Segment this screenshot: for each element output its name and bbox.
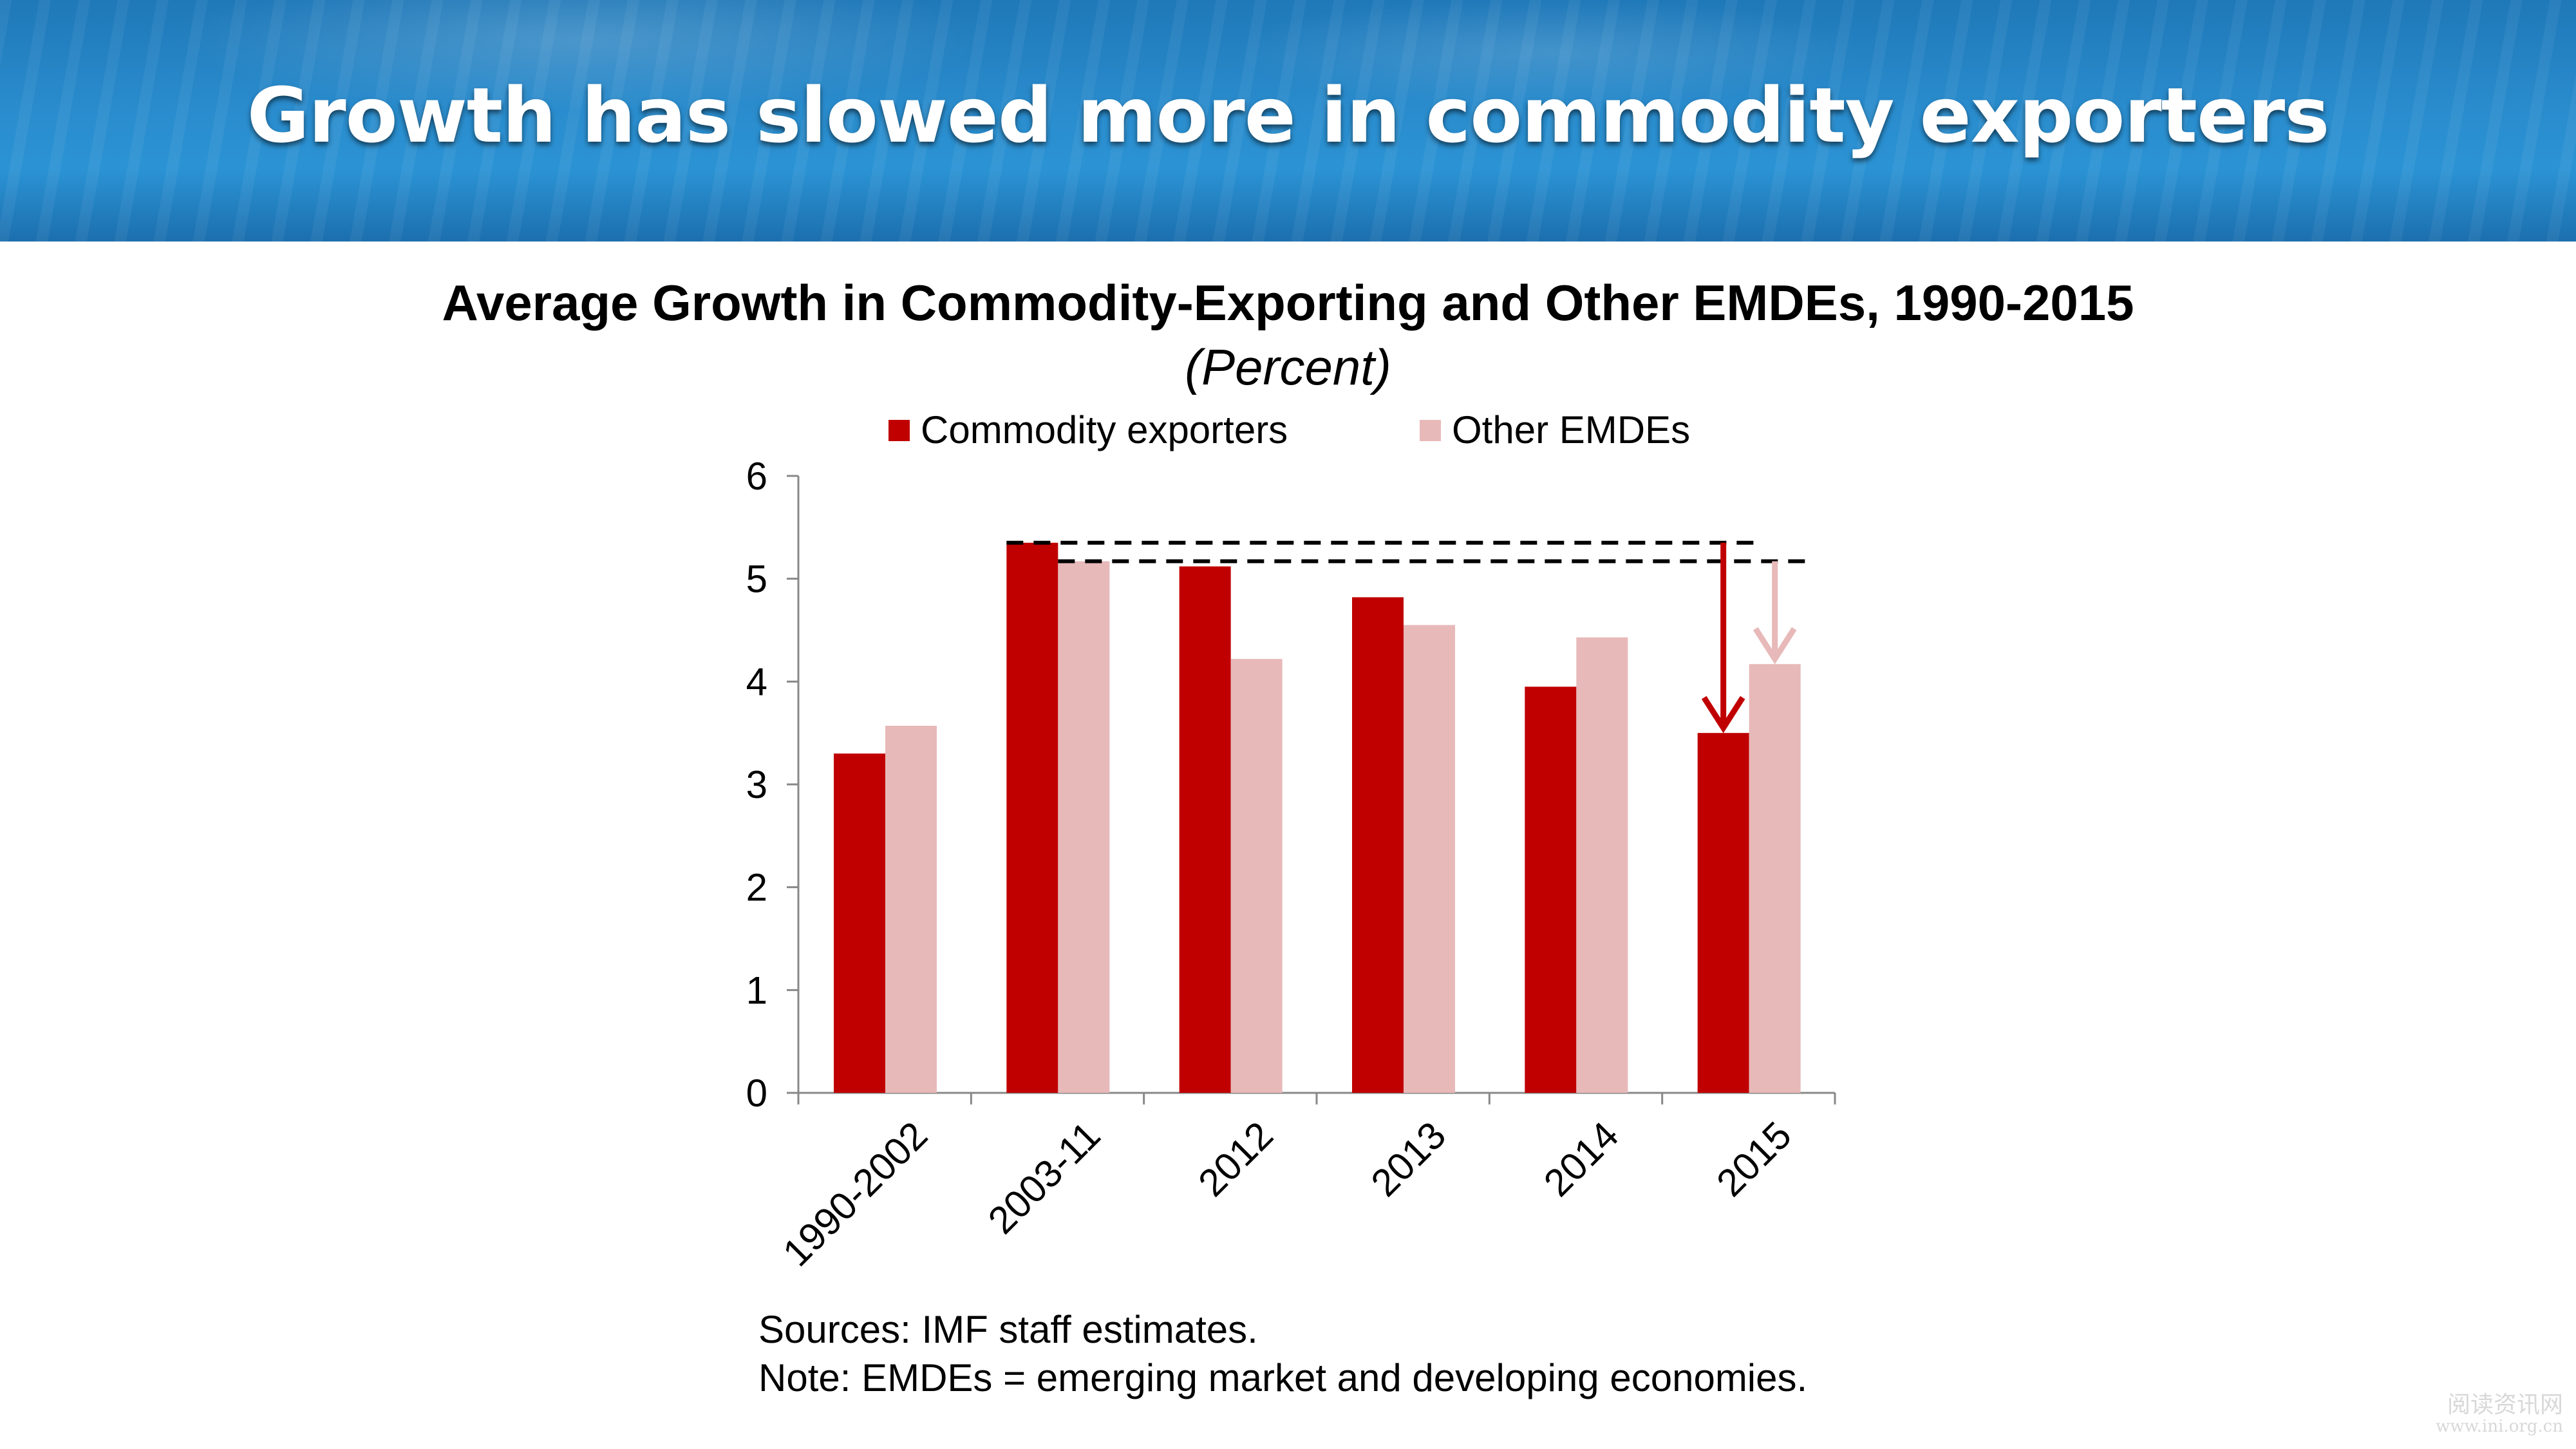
y-tick-label: 6: [746, 455, 767, 498]
chart-title: Average Growth in Commodity-Exporting an…: [442, 274, 2134, 331]
bar-commodity-exporters-2013: [1352, 597, 1404, 1093]
y-tick-label: 5: [746, 558, 767, 601]
legend-label: Commodity exporters: [921, 408, 1288, 451]
title-banner: Growth has slowed more in commodity expo…: [0, 0, 2576, 242]
x-tick-label: 2012: [1190, 1113, 1281, 1205]
x-tick-label: 2003-11: [980, 1113, 1109, 1242]
legend-label: Other EMDEs: [1452, 408, 1690, 451]
bar-other-emdes-1990-2002: [885, 725, 937, 1093]
x-tick-label: 2014: [1536, 1113, 1627, 1205]
bar-commodity-exporters-2014: [1525, 687, 1577, 1093]
bar-other-emdes-2003-11: [1058, 561, 1110, 1093]
bar-other-emdes-2013: [1404, 625, 1455, 1093]
bar-commodity-exporters-1990-2002: [834, 753, 885, 1093]
x-tick-label: 1990-2002: [775, 1113, 935, 1274]
x-tick-label: 2015: [1708, 1113, 1800, 1205]
watermark-line-1: 阅读资讯网: [2447, 1391, 2563, 1418]
x-tick-label: 2013: [1363, 1113, 1454, 1205]
chart-subtitle: (Percent): [1185, 339, 1391, 395]
watermark: 阅读资讯网 www.ini.org.cn: [2436, 1392, 2563, 1436]
legend-swatch: [1420, 420, 1441, 441]
y-tick-label: 4: [746, 660, 767, 703]
bar-other-emdes-2014: [1576, 637, 1628, 1093]
bar-commodity-exporters-2015: [1697, 733, 1749, 1093]
watermark-line-2: www.ini.org.cn: [2436, 1417, 2563, 1437]
y-tick-label: 0: [746, 1072, 767, 1115]
legend-swatch: [888, 420, 910, 441]
y-tick-label: 3: [746, 763, 767, 806]
bar-commodity-exporters-2012: [1179, 566, 1231, 1093]
sources-note: Sources: IMF staff estimates.: [758, 1308, 1258, 1351]
slide-title: Growth has slowed more in commodity expo…: [247, 71, 2330, 160]
down-arrow-head: [1701, 696, 1745, 734]
y-tick-label: 1: [746, 969, 767, 1012]
down-arrow-head: [1753, 627, 1797, 665]
bar-commodity-exporters-2003-11: [1006, 542, 1058, 1093]
y-tick-label: 2: [746, 866, 767, 909]
definition-note: Note: EMDEs = emerging market and develo…: [758, 1356, 1808, 1399]
bar-other-emdes-2012: [1230, 659, 1283, 1093]
bar-other-emdes-2015: [1749, 664, 1801, 1093]
